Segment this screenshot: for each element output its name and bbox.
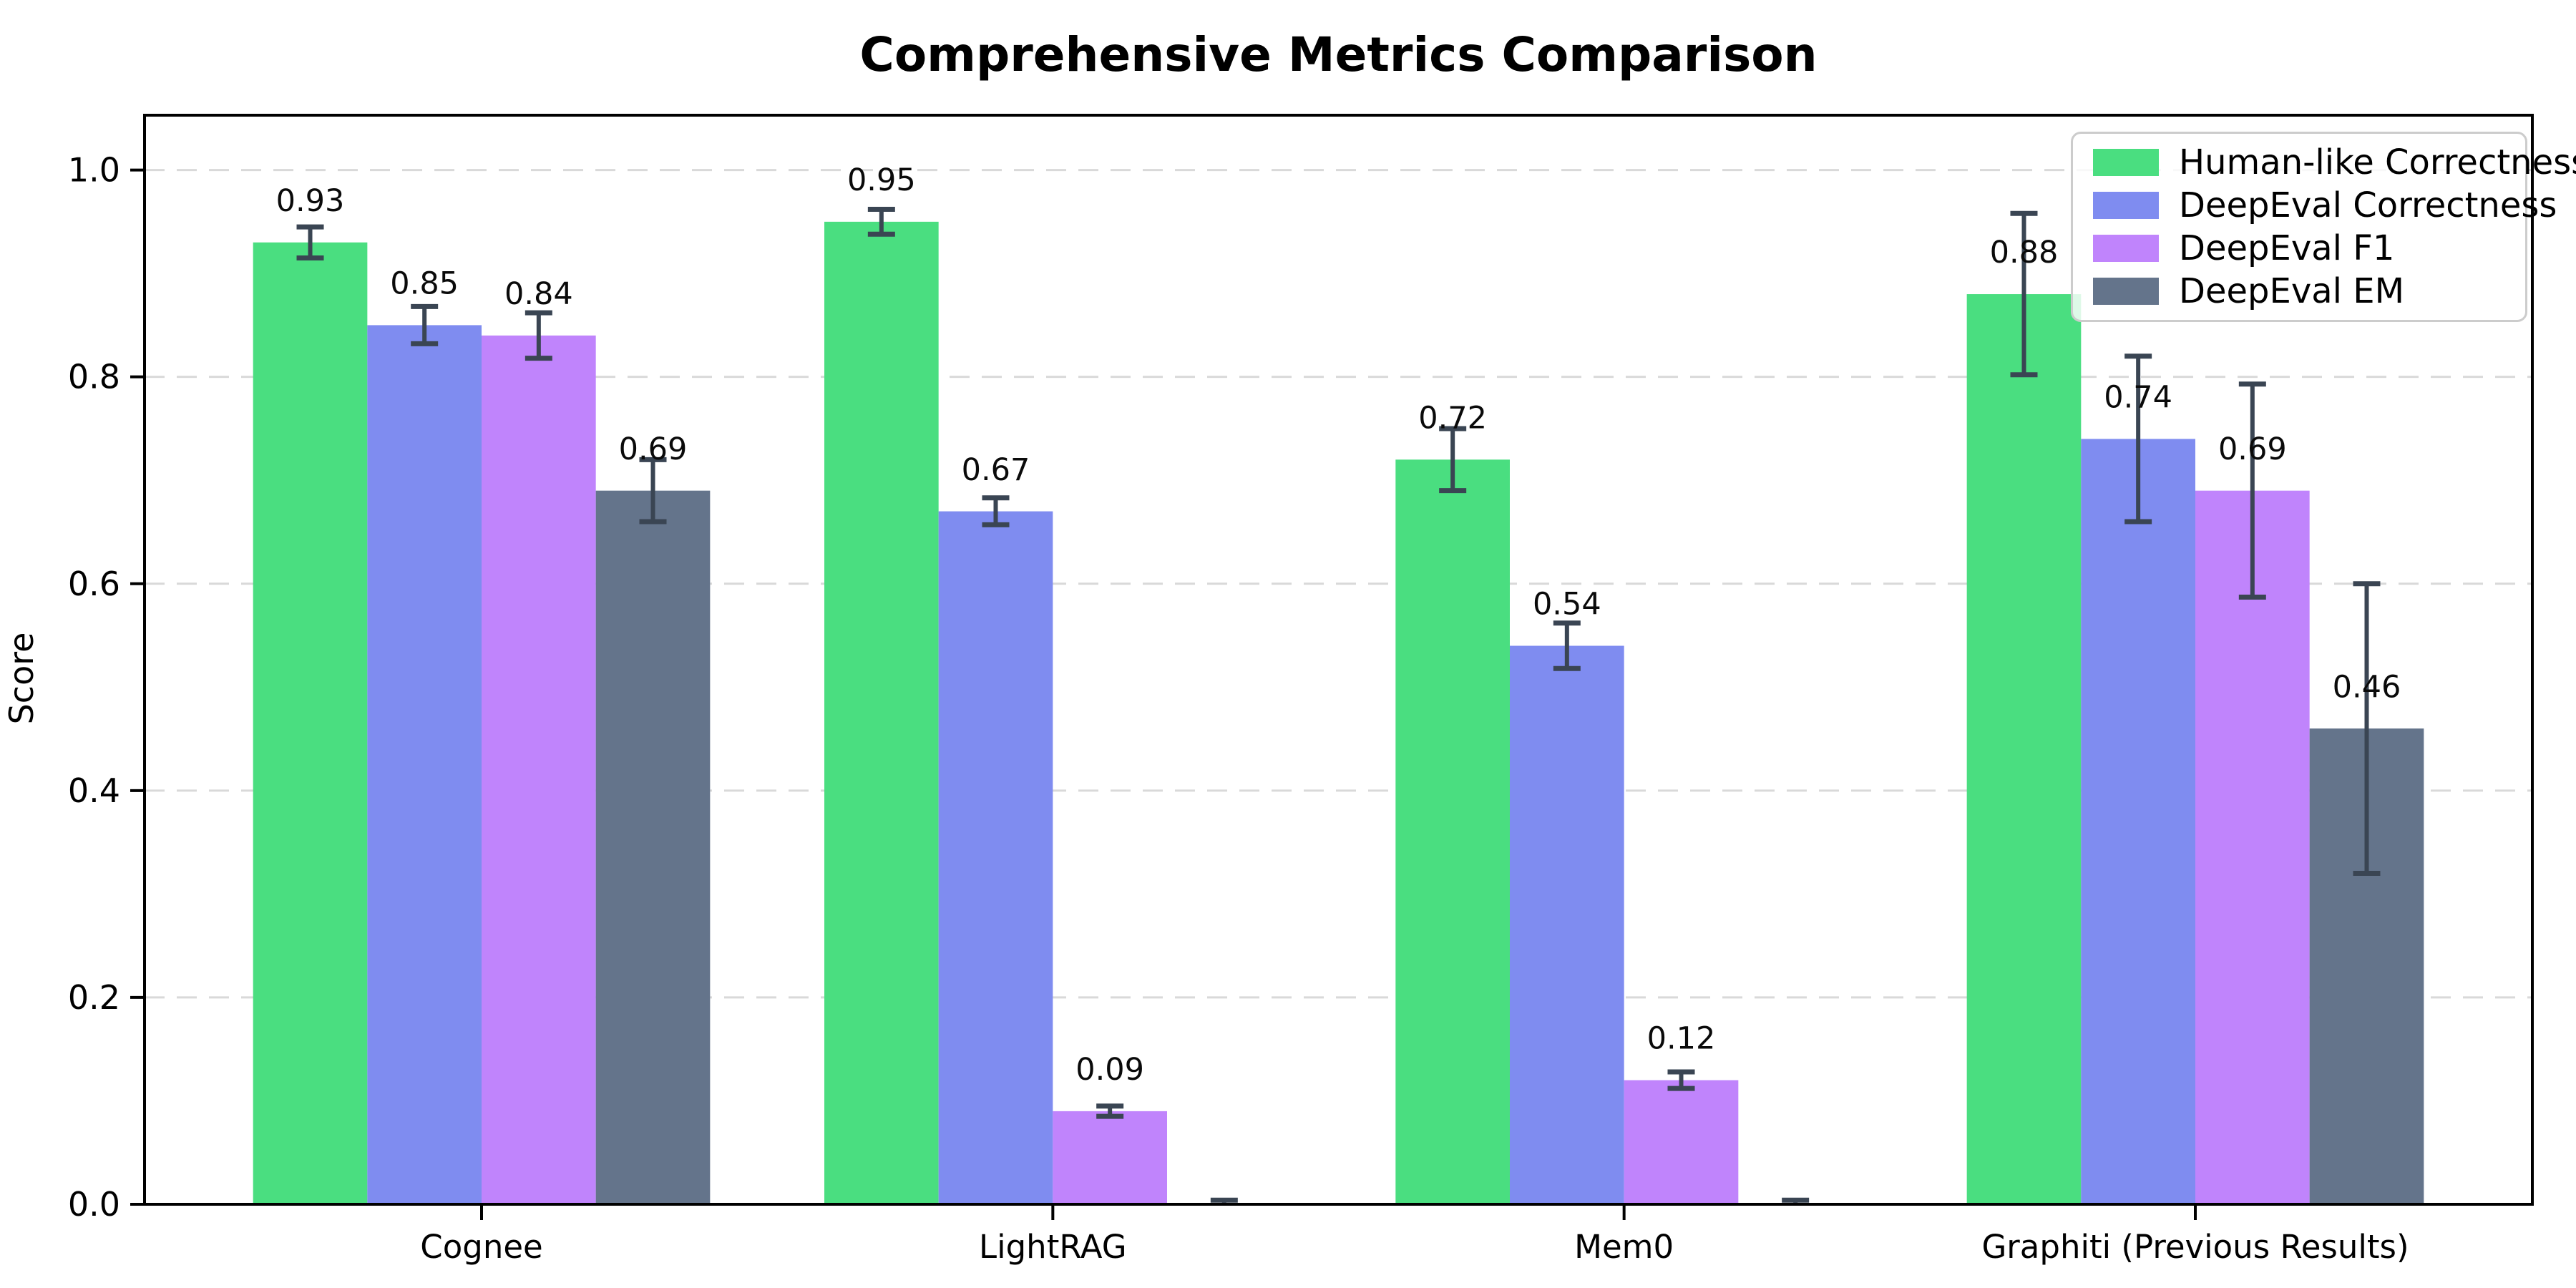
- bar-value-label: 0.69: [2218, 431, 2287, 467]
- bar-human-like-correctness-cognee: [253, 242, 368, 1205]
- bar-value-label: 0.46: [2333, 669, 2401, 705]
- y-tick-label: 0.0: [68, 1185, 120, 1224]
- bar-value-label: 0.69: [619, 431, 688, 467]
- bar-value-label: 0.84: [504, 276, 573, 312]
- legend-label: Human-like Correctness: [2179, 142, 2576, 182]
- legend-label: DeepEval F1: [2179, 228, 2395, 268]
- legend-label: DeepEval Correctness: [2179, 185, 2557, 225]
- bar-value-label: 0.88: [1990, 235, 2059, 270]
- bar-deepeval-f1-cognee: [482, 335, 596, 1205]
- bar-value-label: 0.09: [1075, 1052, 1144, 1088]
- x-tick-label-graphiti-previous-results-: Graphiti (Previous Results): [1981, 1228, 2409, 1266]
- legend-entry-deepeval-correctness: DeepEval Correctness: [2093, 186, 2557, 225]
- x-tick-label-cognee: Cognee: [420, 1228, 542, 1266]
- y-tick-label: 0.2: [68, 978, 120, 1017]
- bar-value-label: 0.67: [962, 452, 1030, 488]
- legend: Human-like Correctness DeepEval Correctne…: [2071, 132, 2576, 322]
- legend-swatch: [2093, 148, 2159, 176]
- bar-human-like-correctness-mem0: [1395, 459, 1510, 1205]
- legend-swatch: [2093, 277, 2159, 305]
- legend-label: DeepEval EM: [2179, 270, 2404, 311]
- legend-entry-human-like-correctness: Human-like Correctness: [2093, 143, 2576, 182]
- y-tick-label: 0.6: [68, 565, 120, 603]
- chart-title: Comprehensive Metrics Comparison: [859, 27, 1818, 82]
- legend-entry-deepeval-em: DeepEval EM: [2093, 270, 2505, 311]
- bar-deepeval-correctness-cognee: [367, 325, 482, 1204]
- legend-entry-deepeval-f1: DeepEval F1: [2093, 228, 2505, 268]
- y-tick-label: 0.8: [68, 358, 120, 396]
- bar-value-label: 0.85: [390, 266, 459, 302]
- y-tick-label: 0.4: [68, 771, 120, 810]
- y-axis-title: Score: [2, 632, 41, 725]
- bar-deepeval-f1-graphiti-previous-results-: [2195, 490, 2310, 1204]
- bar-value-label: 0.72: [1418, 401, 1487, 436]
- x-tick-label-lightrag: LightRAG: [979, 1228, 1127, 1266]
- x-tick-label-mem0: Mem0: [1574, 1228, 1674, 1266]
- bar-human-like-correctness-lightrag: [824, 221, 939, 1204]
- bar-deepeval-correctness-graphiti-previous-results-: [2081, 439, 2195, 1204]
- bar-deepeval-f1-mem0: [1624, 1080, 1739, 1204]
- bar-value-label: 0.95: [847, 162, 916, 198]
- bar-deepeval-em-cognee: [595, 490, 711, 1204]
- bar-human-like-correctness-graphiti-previous-results-: [1966, 294, 2082, 1204]
- bar-deepeval-correctness-lightrag: [938, 511, 1053, 1204]
- y-tick-label: 1.0: [68, 151, 120, 190]
- bar-value-label: 0.54: [1533, 587, 1601, 623]
- bar-value-label: 0.93: [276, 183, 345, 219]
- bar-deepeval-correctness-mem0: [1509, 645, 1624, 1204]
- bar-value-label: 0.12: [1647, 1021, 1716, 1057]
- bar-deepeval-f1-lightrag: [1053, 1111, 1168, 1204]
- plot-border: [143, 114, 2534, 1206]
- legend-swatch: [2093, 234, 2159, 262]
- bar-value-label: 0.74: [2104, 380, 2172, 416]
- legend-swatch: [2093, 191, 2159, 219]
